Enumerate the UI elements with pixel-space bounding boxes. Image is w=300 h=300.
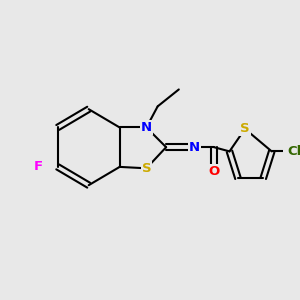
Text: F: F — [33, 160, 43, 173]
Text: S: S — [240, 122, 250, 135]
Text: N: N — [141, 121, 152, 134]
Text: S: S — [142, 162, 151, 175]
Text: N: N — [189, 141, 200, 154]
Text: O: O — [208, 165, 220, 178]
Text: Cl: Cl — [287, 145, 300, 158]
